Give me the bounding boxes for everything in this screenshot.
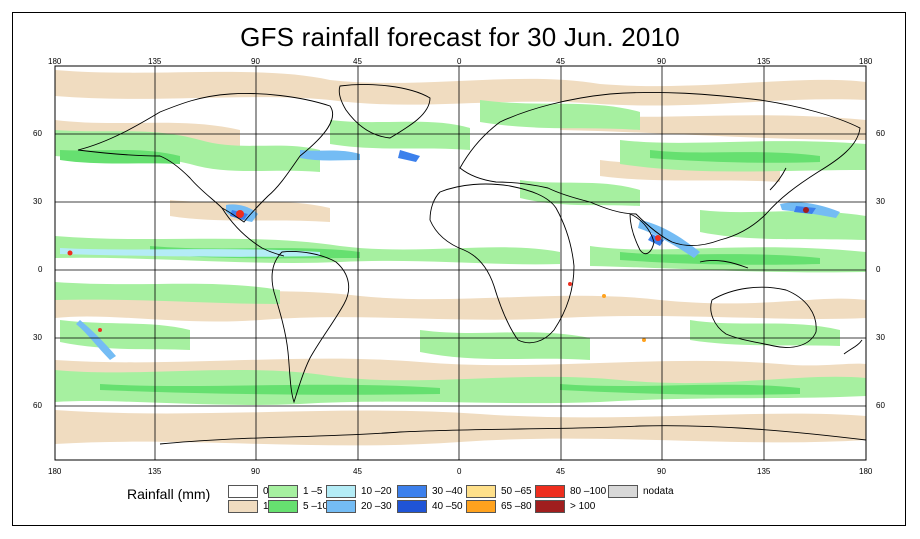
legend-label: 80 –100 (570, 485, 607, 497)
legend-item-6: 30 –40 (397, 484, 463, 498)
legend-item-10: 80 –100 (535, 484, 606, 498)
lat-tick-left-0: 60 (33, 129, 42, 138)
legend-item-8: 50 –65 (466, 484, 532, 498)
legend-label: nodata (643, 485, 674, 497)
legend-label: 1 (263, 500, 269, 512)
legend-swatch (608, 484, 638, 498)
lon-tick-top-2: 90 (251, 57, 260, 66)
lon-tick-top-7: 135 (757, 57, 771, 66)
legend-item-0: 0 (228, 484, 269, 498)
lon-tick-bottom-8: 180 (859, 467, 873, 476)
legend-item-4: 10 –20 (326, 484, 392, 498)
legend-swatch (326, 484, 356, 498)
legend-swatch (466, 499, 496, 513)
legend-label: 30 –40 (432, 485, 463, 497)
rain-band-extreme (67, 207, 809, 342)
legend-swatch (535, 499, 565, 513)
legend-label: 65 –80 (501, 500, 532, 512)
lat-tick-left-3: 30 (33, 333, 42, 342)
legend-item-2: 1 –5 (268, 484, 322, 498)
rain-band-intense (60, 150, 840, 360)
lon-tick-bottom-1: 135 (148, 467, 162, 476)
legend-label: 40 –50 (432, 500, 463, 512)
lon-tick-top-8: 180 (859, 57, 873, 66)
legend-label: 50 –65 (501, 485, 532, 497)
legend-swatch (466, 484, 496, 498)
lon-tick-top-4: 0 (457, 57, 462, 66)
lat-tick-left-4: 60 (33, 401, 42, 410)
legend-item-3: 5 –10 (268, 499, 328, 513)
lat-tick-left-2: 0 (38, 265, 43, 274)
legend-swatch (397, 484, 427, 498)
lon-tick-bottom-0: 180 (48, 467, 62, 476)
legend-item-5: 20 –30 (326, 499, 392, 513)
lat-tick-right-4: 60 (876, 401, 885, 410)
legend-item-11: > 100 (535, 499, 595, 513)
legend-label: > 100 (570, 500, 596, 512)
lat-tick-left-1: 30 (33, 197, 42, 206)
legend-swatch (268, 499, 298, 513)
lon-tick-bottom-6: 90 (657, 467, 666, 476)
lon-tick-bottom-4: 0 (457, 467, 462, 476)
legend-swatch (228, 484, 258, 498)
land-outlines (77, 84, 866, 445)
lon-tick-top-1: 135 (148, 57, 162, 66)
lat-tick-right-2: 0 (876, 265, 881, 274)
legend-swatch (228, 499, 258, 513)
legend-item-1: 1 (228, 499, 269, 513)
lon-tick-bottom-2: 90 (251, 467, 260, 476)
lat-tick-right-3: 30 (876, 333, 885, 342)
legend-item-9: 65 –80 (466, 499, 532, 513)
lat-tick-right-1: 30 (876, 197, 885, 206)
rain-band-heavy (60, 150, 820, 395)
map-title: GFS rainfall forecast for 30 Jun. 2010 (240, 22, 680, 52)
legend-label: 20 –30 (361, 500, 392, 512)
legend-title: Rainfall (mm) (127, 486, 211, 502)
lat-tick-right-0: 60 (876, 129, 885, 138)
legend-item-7: 40 –50 (397, 499, 463, 513)
map-border (54, 65, 867, 461)
lon-tick-top-6: 90 (657, 57, 666, 66)
legend-item-12: nodata (608, 484, 674, 498)
legend-label: 5 –10 (303, 500, 329, 512)
legend-label: 0 (263, 485, 269, 497)
lon-tick-top-0: 180 (48, 57, 62, 66)
lon-tick-bottom-3: 45 (353, 467, 362, 476)
rain-band-moderate (55, 100, 866, 405)
legend-swatch (535, 484, 565, 498)
legend-swatch (326, 499, 356, 513)
legend-swatch (268, 484, 298, 498)
lon-tick-top-5: 45 (556, 57, 565, 66)
figure-frame (12, 12, 906, 526)
legend-swatch (397, 499, 427, 513)
legend-label: 1 –5 (303, 485, 323, 497)
lon-tick-top-3: 45 (353, 57, 362, 66)
lon-tick-bottom-5: 45 (556, 467, 565, 476)
legend-label: 10 –20 (361, 485, 392, 497)
lon-tick-bottom-7: 135 (757, 467, 771, 476)
graticule (55, 66, 866, 460)
